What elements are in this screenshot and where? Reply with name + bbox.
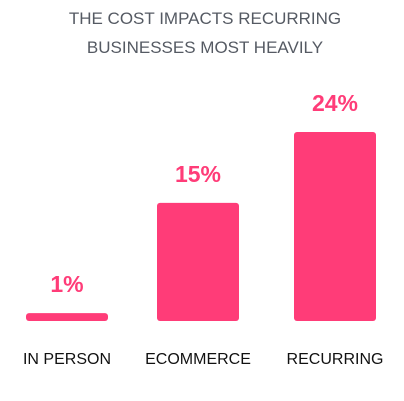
bar (294, 132, 376, 321)
value-label: 1% (50, 271, 83, 297)
value-label: 15% (175, 161, 221, 187)
bar (26, 313, 108, 321)
x-tick-label: IN PERSON (23, 351, 111, 368)
value-label: 24% (312, 90, 358, 116)
chart-title: THE COST IMPACTS RECURRING BUSINESSES MO… (68, 9, 342, 57)
x-tick-label: RECURRING (287, 351, 384, 368)
bar (157, 202, 239, 321)
x-tick-label: ECOMMERCE (145, 351, 251, 368)
